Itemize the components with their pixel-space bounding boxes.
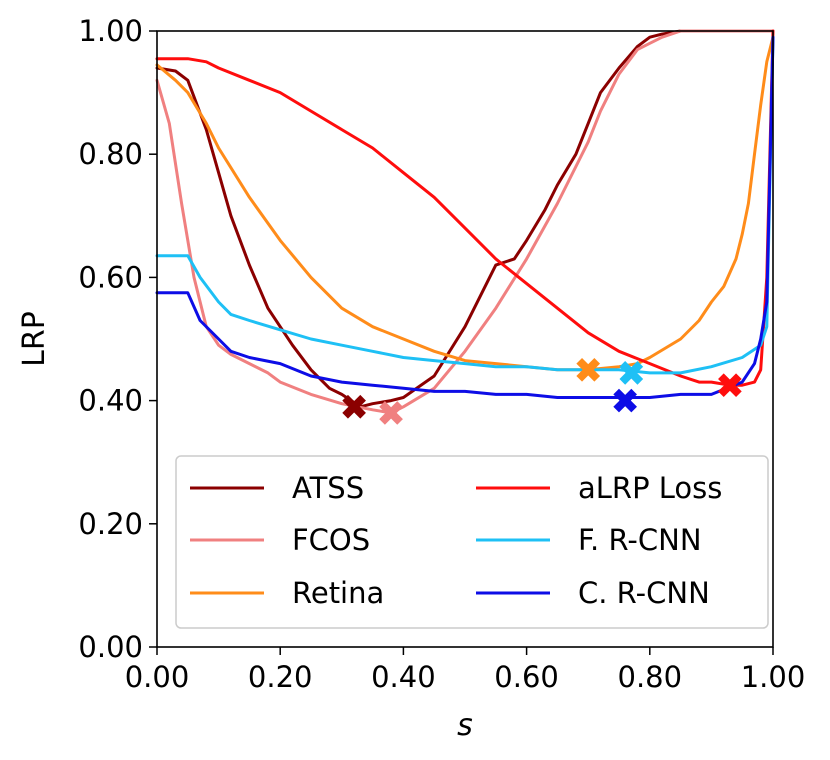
y-tick-label: 0.40: [78, 384, 143, 418]
marker-retina: [576, 357, 601, 382]
plot-frame: [156, 30, 774, 648]
y-tick-label: 0.00: [78, 630, 143, 664]
legend-label: ATSS: [292, 471, 364, 505]
y-tick-label: 0.80: [78, 137, 143, 171]
marker-f-r-cnn: [619, 361, 644, 385]
legend-item-alrp-loss: aLRP Loss: [476, 471, 722, 505]
series-line-f-r-cnn: [155, 35, 775, 375]
marker-layer: [342, 357, 742, 425]
y-tick-label: 0.20: [78, 507, 143, 541]
y-tick-label: 0.60: [78, 260, 143, 294]
legend-item-c-r-cnn: C. R-CNN: [476, 576, 710, 610]
legend-label: aLRP Loss: [578, 471, 722, 505]
legend-frame: [175, 455, 769, 629]
y-tick-label: 1.00: [78, 14, 143, 48]
x-tick-label: 0.80: [618, 660, 683, 694]
legend-items: ATSS FCOS Retina aLRP Loss F. R-CNN C. R-CNN: [190, 471, 722, 610]
series-line-atss: [155, 29, 775, 409]
x-tick-label: 0.60: [494, 660, 559, 694]
legend-item-atss: ATSS: [190, 471, 364, 505]
marker-c-r-cnn: [613, 388, 637, 413]
axis-layer: 0.00 0.20 0.40 0.60 0.80 1.00 0.00 0.20 0.40 0.60…: [78, 14, 805, 694]
series-line-fcos: [155, 29, 775, 415]
x-axis-title: s: [457, 708, 473, 743]
marker-atss: [342, 394, 366, 419]
legend-item-f-r-cnn: F. R-CNN: [476, 523, 702, 557]
x-tick-label: 1.00: [741, 660, 806, 694]
x-tick-label: 0.20: [248, 660, 313, 694]
legend-label: F. R-CNN: [578, 523, 702, 557]
legend-item-retina: Retina: [190, 576, 384, 610]
marker-fcos: [379, 401, 403, 425]
y-axis-title: LRP: [17, 311, 52, 367]
legend-label: Retina: [292, 576, 384, 610]
marker-alrp-loss: [718, 373, 742, 398]
x-tick-label: 0.40: [371, 660, 436, 694]
x-tick-label: 0.00: [125, 660, 190, 694]
legend: ATSS FCOS Retina aLRP Loss F. R-CNN C. R-CNN: [175, 455, 769, 629]
legend-label: FCOS: [292, 523, 370, 557]
legend-item-fcos: FCOS: [190, 523, 370, 557]
legend-label: C. R-CNN: [578, 576, 710, 610]
